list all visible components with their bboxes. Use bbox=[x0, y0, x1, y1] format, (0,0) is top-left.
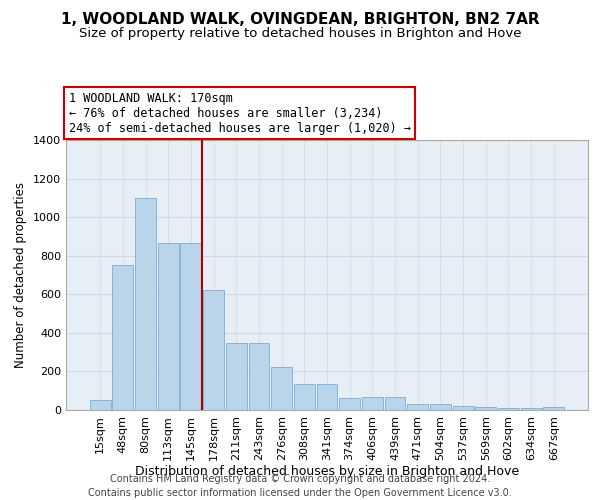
Bar bbox=[158, 243, 179, 410]
Text: 1 WOODLAND WALK: 170sqm
← 76% of detached houses are smaller (3,234)
24% of semi: 1 WOODLAND WALK: 170sqm ← 76% of detache… bbox=[68, 92, 410, 134]
Bar bbox=[294, 384, 315, 410]
Bar bbox=[181, 243, 202, 410]
Bar bbox=[452, 406, 473, 410]
Bar bbox=[521, 408, 542, 410]
Bar bbox=[226, 344, 247, 410]
Bar bbox=[248, 344, 269, 410]
Bar bbox=[271, 366, 292, 410]
Bar bbox=[430, 404, 451, 410]
Text: Contains HM Land Registry data © Crown copyright and database right 2024.
Contai: Contains HM Land Registry data © Crown c… bbox=[88, 474, 512, 498]
Bar bbox=[362, 396, 383, 410]
Bar bbox=[317, 384, 337, 410]
Bar bbox=[498, 408, 519, 410]
Text: Distribution of detached houses by size in Brighton and Hove: Distribution of detached houses by size … bbox=[135, 464, 519, 477]
Text: 1, WOODLAND WALK, OVINGDEAN, BRIGHTON, BN2 7AR: 1, WOODLAND WALK, OVINGDEAN, BRIGHTON, B… bbox=[61, 12, 539, 28]
Bar bbox=[475, 407, 496, 410]
Y-axis label: Number of detached properties: Number of detached properties bbox=[14, 182, 28, 368]
Bar bbox=[385, 396, 406, 410]
Bar bbox=[544, 407, 564, 410]
Bar bbox=[90, 400, 110, 410]
Bar bbox=[407, 404, 428, 410]
Bar bbox=[339, 398, 360, 410]
Bar bbox=[135, 198, 156, 410]
Bar bbox=[112, 266, 133, 410]
Bar bbox=[203, 290, 224, 410]
Text: Size of property relative to detached houses in Brighton and Hove: Size of property relative to detached ho… bbox=[79, 28, 521, 40]
